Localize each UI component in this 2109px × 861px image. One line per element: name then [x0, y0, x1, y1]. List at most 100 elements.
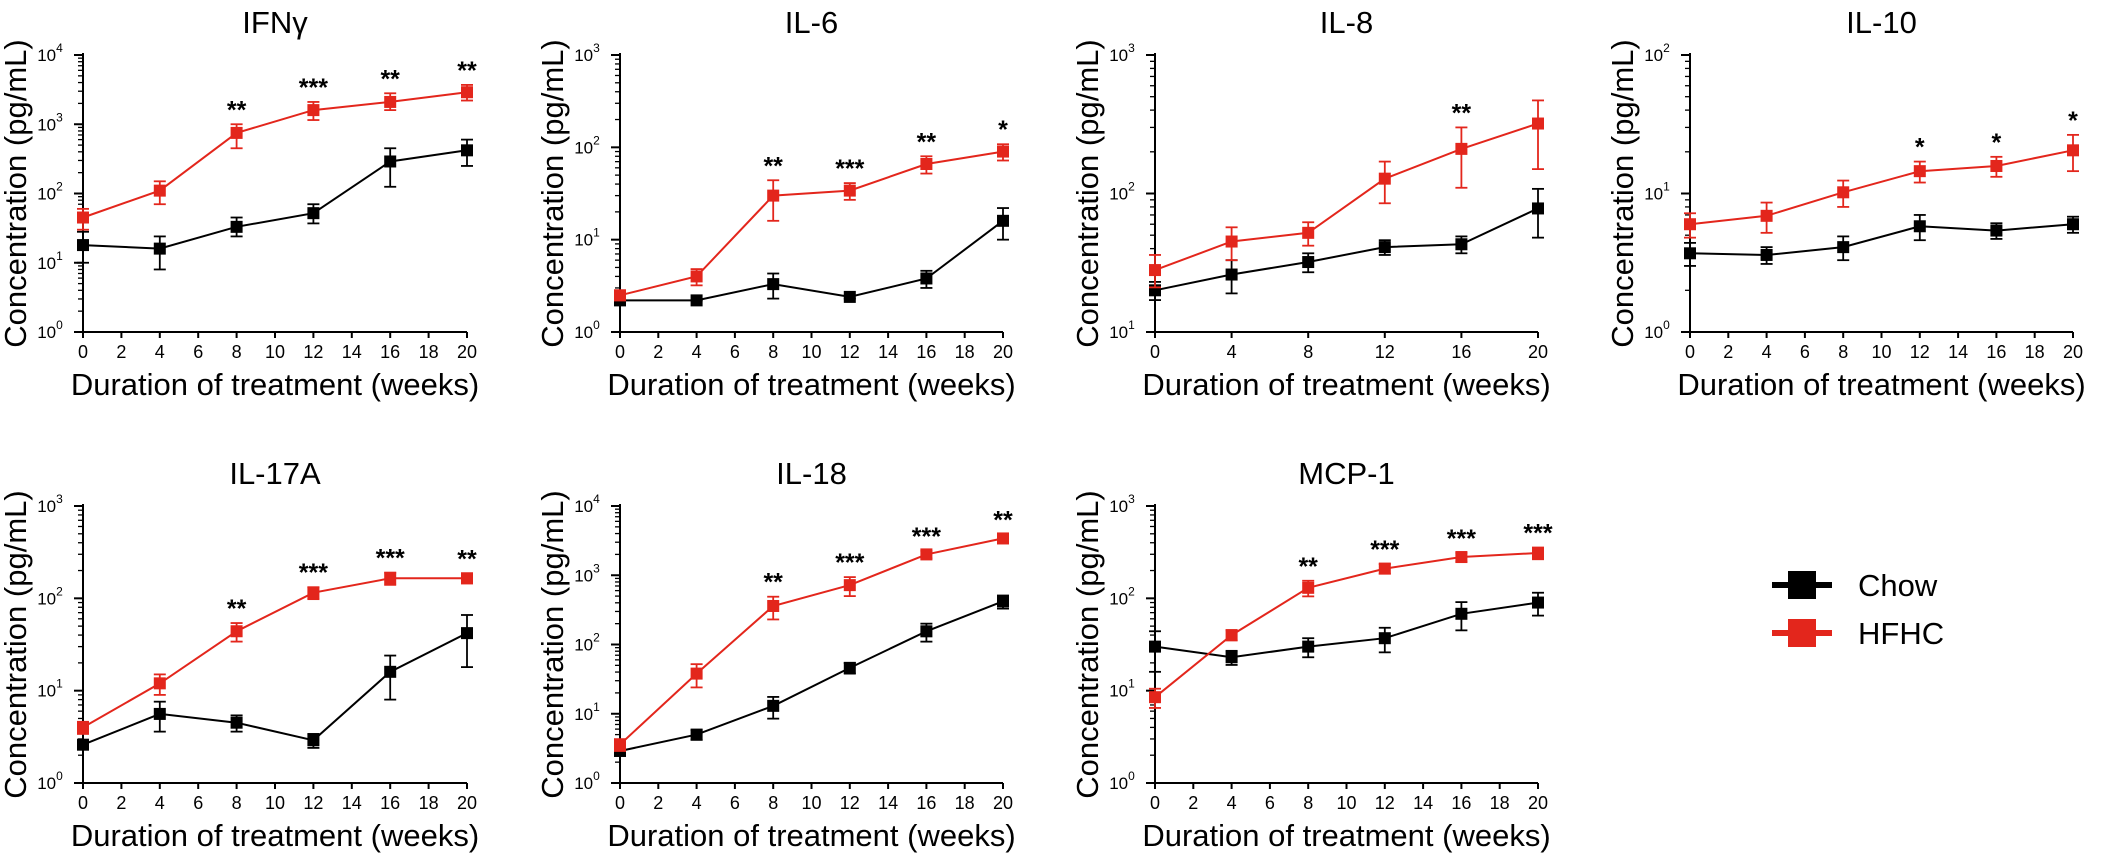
data-point [1455, 551, 1468, 564]
y-tick-label: 102 [37, 584, 63, 608]
data-point [1455, 142, 1468, 155]
data-point [461, 627, 473, 640]
x-tick-label: 20 [993, 793, 1013, 813]
chart-panel: MCP-10 2 4 6 8 10 12 14 16 18 20100101102103Durati… [1070, 456, 1553, 853]
series-chow [1149, 591, 1544, 673]
significance-marker: ** [1452, 99, 1472, 127]
significance-marker: ** [457, 546, 477, 574]
y-tick-base: 10 [574, 566, 593, 585]
data-point [230, 220, 243, 233]
x-tick-label: 4 [692, 793, 702, 813]
y-tick-base: 10 [574, 636, 593, 655]
y-tick-label: 100 [574, 318, 600, 342]
x-tick-label: 20 [2063, 342, 2083, 362]
data-point [230, 126, 243, 139]
series-line [619, 600, 1004, 752]
data-point [1149, 691, 1161, 704]
series-chow [77, 138, 473, 271]
series-line [82, 577, 467, 729]
y-tick-label: 103 [37, 110, 63, 134]
chart-title: IL-18 [776, 456, 847, 491]
x-tick-label: 0 [1150, 793, 1160, 813]
x-tick-label: 18 [2025, 342, 2045, 362]
data-point [1149, 264, 1161, 277]
x-tick-label: 12 [1910, 342, 1930, 362]
y-tick-exponent: 1 [593, 226, 600, 240]
x-tick-label: 0 [615, 342, 625, 362]
y-tick-label: 103 [574, 561, 600, 585]
y-tick-exponent: 2 [593, 631, 600, 645]
data-point [1378, 241, 1391, 254]
x-tick-label: 8 [768, 793, 778, 813]
y-axis-label: Concentration (pg/mL) [535, 490, 570, 798]
y-tick-base: 10 [574, 774, 593, 793]
significance-marker: *** [299, 74, 328, 102]
data-point [1837, 186, 1850, 199]
x-tick-label: 4 [1762, 342, 1772, 362]
x-tick-label: 20 [1528, 342, 1548, 362]
y-tick-exponent: 2 [1128, 584, 1135, 598]
significance-marker: *** [299, 559, 328, 587]
x-tick-label: 14 [878, 342, 898, 362]
x-tick-label: 16 [1986, 342, 2006, 362]
x-tick-label: 12 [840, 793, 860, 813]
data-point [690, 294, 703, 307]
data-point [843, 290, 856, 303]
y-tick-base: 10 [1109, 682, 1128, 701]
data-point [1532, 117, 1544, 130]
data-point [307, 586, 320, 599]
data-point [767, 278, 780, 291]
y-tick-base: 10 [574, 497, 593, 516]
y-tick-label: 103 [1109, 492, 1135, 516]
series-line [1154, 207, 1539, 292]
data-point [920, 625, 933, 638]
significance-marker: *** [376, 545, 405, 573]
x-tick-label: 18 [955, 793, 975, 813]
x-tick-label: 0 [78, 342, 88, 362]
data-point [153, 677, 166, 690]
y-tick-label: 104 [37, 41, 63, 65]
legend-label: Chow [1858, 568, 1938, 603]
y-tick-base: 10 [37, 682, 56, 701]
data-point [920, 157, 933, 170]
x-tick-label: 8 [1303, 342, 1313, 362]
y-tick-exponent: 4 [593, 492, 600, 506]
x-tick-label: 2 [653, 793, 663, 813]
data-point [461, 144, 473, 157]
y-tick-exponent: 1 [1128, 318, 1135, 332]
series-hfhc [1149, 546, 1544, 709]
y-tick-label: 100 [574, 769, 600, 793]
series-chow [614, 594, 1009, 757]
chart-title: IFNγ [242, 5, 308, 40]
data-point [767, 189, 780, 202]
series-line [619, 150, 1004, 297]
significance-marker: ** [227, 595, 247, 623]
x-tick-label: 12 [1375, 342, 1395, 362]
y-tick-base: 10 [37, 254, 56, 273]
series-line [1689, 149, 2074, 226]
data-point [843, 184, 856, 197]
y-tick-label: 102 [574, 631, 600, 655]
y-tick-base: 10 [37, 46, 56, 65]
y-tick-base: 10 [574, 323, 593, 342]
y-tick-exponent: 0 [593, 769, 600, 783]
series-hfhc [614, 532, 1009, 752]
significance-marker: *** [1523, 520, 1552, 548]
x-tick-label: 16 [380, 342, 400, 362]
series-line [1154, 601, 1539, 659]
data-point [461, 572, 473, 585]
x-tick-label: 14 [878, 793, 898, 813]
x-axis-label: Duration of treatment (weeks) [71, 818, 479, 853]
significance-marker: ** [227, 96, 247, 124]
series-line [82, 91, 468, 219]
y-tick-exponent: 2 [56, 584, 63, 598]
y-axis-label: Concentration (pg/mL) [535, 39, 570, 347]
y-axis-label: Concentration (pg/mL) [0, 39, 33, 347]
y-tick-exponent: 0 [56, 318, 63, 332]
y-tick-exponent: 3 [593, 41, 600, 55]
y-tick-exponent: 1 [593, 700, 600, 714]
y-tick-label: 102 [1109, 180, 1135, 204]
series-line [1154, 552, 1539, 698]
